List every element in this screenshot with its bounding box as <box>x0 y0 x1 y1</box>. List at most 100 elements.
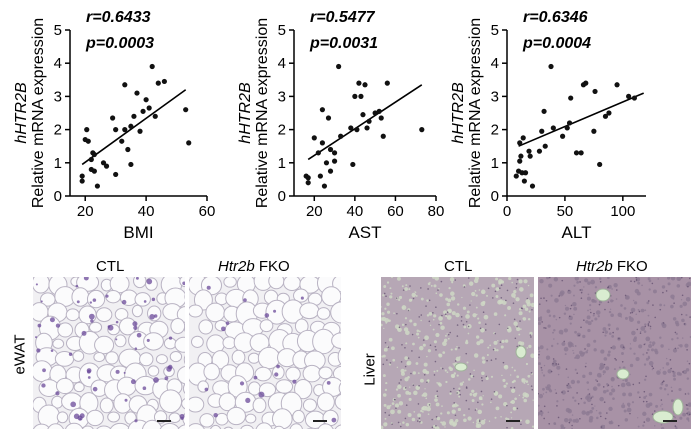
ewat-fko-header: Htr2b FKO <box>218 258 290 275</box>
data-point <box>560 133 566 139</box>
data-point <box>128 161 134 168</box>
data-point <box>134 90 140 96</box>
data-point <box>536 148 543 154</box>
data-point <box>419 127 425 133</box>
y-tick-label: 3 <box>278 88 286 105</box>
x-tick-label: 60 <box>387 203 404 220</box>
r-value-annotation: r=0.6433 <box>86 9 151 26</box>
y-tick-label: 4 <box>491 55 499 72</box>
data-point <box>626 93 632 99</box>
y-tick-label: 0 <box>278 188 286 205</box>
data-point <box>380 133 386 139</box>
scatter-chart-1: 0 1 2 3 4 5 20 40 60 BMI hHTR2B Relative mRNA expre… <box>13 9 215 242</box>
data-point <box>122 127 128 133</box>
data-point <box>100 160 107 166</box>
data-point <box>146 105 152 111</box>
data-point <box>513 173 519 179</box>
data-point <box>518 153 524 159</box>
data-point <box>79 173 85 179</box>
data-point <box>376 108 382 114</box>
liver-ctl-header: CTL <box>444 258 473 275</box>
data-point <box>384 80 390 86</box>
data-point <box>529 183 536 189</box>
ewat-ctl-header: CTL <box>96 258 125 275</box>
y-tick-label: 4 <box>278 55 286 72</box>
data-point <box>94 183 100 189</box>
data-point <box>362 82 368 88</box>
ewat-fko-image <box>189 277 341 429</box>
data-point <box>128 123 134 129</box>
x-tick-label: 40 <box>138 203 155 220</box>
r-value-annotation: r=0.6346 <box>523 9 588 26</box>
x-tick-label: 20 <box>77 203 94 220</box>
y-axis-label: Relative mRNA expression <box>467 18 484 208</box>
data-point <box>378 115 384 121</box>
data-point <box>131 113 137 119</box>
data-point <box>327 146 334 153</box>
data-point <box>573 150 580 156</box>
p-value-annotation: p=0.0004 <box>522 35 591 52</box>
data-point <box>311 135 317 141</box>
data-point <box>606 110 612 116</box>
data-point <box>125 146 131 153</box>
y-tick-label: 5 <box>54 22 62 39</box>
data-point <box>113 127 119 133</box>
liver-fko-header: Htr2b FKO <box>576 258 648 275</box>
liver-fko-suffix: FKO <box>612 258 648 275</box>
data-point <box>527 153 533 159</box>
y-axis-gene-label: hHTR2B <box>237 82 254 144</box>
data-point <box>354 127 360 133</box>
data-point <box>520 135 526 141</box>
y-tick-label: 1 <box>278 155 286 172</box>
y-tick-label: 2 <box>54 122 62 139</box>
data-point <box>183 107 189 113</box>
data-point <box>548 63 554 70</box>
data-point <box>321 183 328 189</box>
data-point <box>348 125 354 131</box>
x-tick-label: 0 <box>503 203 511 220</box>
data-point <box>79 178 85 184</box>
data-point <box>614 82 620 88</box>
data-point <box>140 108 146 114</box>
y-tick-label: 1 <box>54 155 62 172</box>
data-point <box>526 148 532 154</box>
data-point <box>155 80 161 86</box>
liver-ctl-image <box>381 277 534 429</box>
data-point <box>541 108 547 114</box>
y-tick-label: 5 <box>278 22 286 39</box>
data-point <box>372 110 378 116</box>
data-point <box>113 171 119 178</box>
data-point <box>550 125 556 131</box>
ewat-side-label: eWAT <box>11 334 29 375</box>
x-axis-label: AST <box>348 223 381 242</box>
data-point <box>364 125 370 131</box>
y-tick-label: 3 <box>54 88 62 105</box>
x-tick-label: 20 <box>306 203 323 220</box>
data-point <box>315 150 321 156</box>
y-axis-label: Relative mRNA expression <box>254 18 271 208</box>
y-tick-label: 5 <box>491 22 499 39</box>
y-tick-label: 2 <box>278 122 286 139</box>
data-point <box>366 118 372 124</box>
ewat-fko-suffix: FKO <box>254 258 290 275</box>
y-tick-label: 3 <box>491 88 499 105</box>
y-axis-gene-label: hHTR2B <box>13 82 30 144</box>
data-point <box>592 88 598 95</box>
y-tick-label: 0 <box>491 188 499 205</box>
x-tick-label: 100 <box>610 203 635 220</box>
data-point <box>152 113 158 119</box>
regression-line <box>518 92 644 147</box>
data-point <box>327 168 334 174</box>
scatter-chart-2: 0 1 2 3 4 5 20 40 60 80 AST hHTR2B Relative mRNA exp… <box>237 9 444 242</box>
data-point <box>517 140 523 146</box>
y-axis-gene-label: hHTR2B <box>450 82 467 144</box>
data-point <box>602 113 609 119</box>
data-point <box>631 95 638 101</box>
data-point <box>597 161 603 168</box>
data-point <box>186 140 192 146</box>
data-point <box>522 170 529 176</box>
data-point <box>161 78 167 85</box>
data-point <box>566 120 573 126</box>
regression-line <box>81 89 187 166</box>
